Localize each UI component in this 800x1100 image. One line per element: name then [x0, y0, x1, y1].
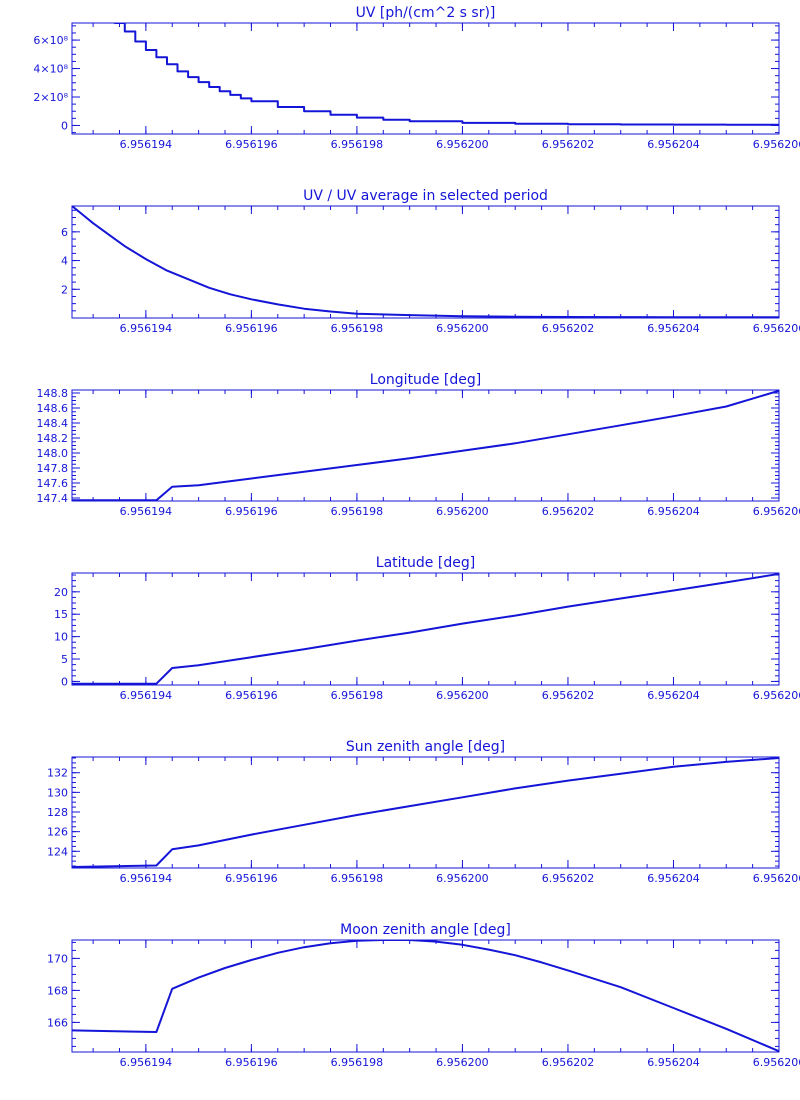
x-tick-label: 6.956200	[436, 322, 489, 335]
y-tick-label: 2×10⁸	[33, 91, 68, 104]
y-tick-label: 132	[47, 767, 68, 780]
x-tick-label: 6.956200	[436, 872, 489, 885]
y-tick-label: 20	[54, 586, 68, 599]
x-tick-label: 6.956200	[436, 505, 489, 518]
y-tick-label: 148.4	[37, 417, 69, 430]
chart-title: UV / UV average in selected period	[303, 188, 548, 204]
plot-frame	[71, 22, 780, 135]
y-tick-label: 5	[61, 653, 68, 666]
y-tick-label: 124	[47, 845, 68, 858]
x-tick-label: 6.956194	[120, 505, 173, 518]
series-line	[72, 757, 779, 868]
y-tick-label: 4	[61, 255, 68, 268]
x-tick-label: 6.956194	[120, 138, 173, 151]
x-tick-label: 6.956206	[753, 872, 800, 885]
y-tick-label: 147.6	[37, 477, 69, 490]
y-tick-label: 168	[47, 984, 68, 997]
y-tick-label: 166	[47, 1016, 68, 1029]
x-tick-label: 6.956206	[753, 322, 800, 335]
y-tick-label: 126	[47, 826, 68, 839]
x-tick-label: 6.956206	[753, 1056, 800, 1069]
chart-panel-6: Moon zenith angle [deg] 6.956194 6.956196 6…	[47, 922, 800, 1069]
x-tick-label: 6.956196	[225, 322, 278, 335]
y-tick-label: 128	[47, 806, 68, 819]
x-tick-label: 6.956206	[753, 689, 800, 702]
y-tick-label: 147.8	[37, 462, 69, 475]
chart-title: UV [ph/(cm^2 s sr)]	[356, 5, 496, 21]
chart-panel-4: Latitude [deg] 6.956194 6.956196 6.956198 6.…	[54, 555, 800, 702]
y-tick-label: 148.8	[37, 387, 69, 400]
y-tick-label: 148.6	[37, 402, 69, 415]
x-tick-label: 6.956200	[436, 138, 489, 151]
y-tick-label: 6×10⁸	[33, 34, 68, 47]
chart-panel-3: Longitude [deg] 6.956194 6.956196 6.956198 6…	[37, 372, 800, 518]
x-tick-label: 6.956198	[331, 138, 384, 151]
chart-panel-2: UV / UV average in selected period 6.9561…	[61, 188, 800, 335]
x-tick-label: 6.956204	[647, 505, 700, 518]
y-tick-label: 6	[61, 226, 68, 239]
x-tick-label: 6.956202	[542, 872, 595, 885]
x-tick-label: 6.956194	[120, 689, 173, 702]
chart-title: Moon zenith angle [deg]	[340, 922, 511, 938]
x-tick-label: 6.956196	[225, 872, 278, 885]
x-tick-label: 6.956204	[647, 689, 700, 702]
x-tick-label: 6.956202	[542, 689, 595, 702]
plot-frame	[71, 572, 780, 686]
x-tick-label: 6.956196	[225, 689, 278, 702]
x-tick-label: 6.956198	[331, 689, 384, 702]
y-tick-label: 148.0	[37, 447, 69, 460]
series-line	[114, 23, 779, 126]
x-tick-label: 6.956206	[753, 138, 800, 151]
series-line	[72, 573, 779, 685]
x-tick-label: 6.956198	[331, 505, 384, 518]
chart-title: Longitude [deg]	[370, 372, 481, 388]
x-tick-label: 6.956194	[120, 1056, 173, 1069]
x-tick-label: 6.956198	[331, 1056, 384, 1069]
series-line	[72, 206, 779, 318]
x-tick-label: 6.956200	[436, 689, 489, 702]
chart-panel-5: Sun zenith angle [deg] 6.956194 6.956196 6.…	[47, 739, 800, 885]
x-tick-label: 6.956204	[647, 1056, 700, 1069]
chart-title: Sun zenith angle [deg]	[346, 739, 505, 755]
x-tick-label: 6.956206	[753, 505, 800, 518]
x-tick-label: 6.956202	[542, 322, 595, 335]
y-tick-label: 10	[54, 631, 68, 644]
x-tick-label: 6.956198	[331, 872, 384, 885]
chart-title: Latitude [deg]	[376, 555, 475, 571]
x-tick-label: 6.956202	[542, 1056, 595, 1069]
x-tick-label: 6.956204	[647, 322, 700, 335]
y-tick-label: 148.2	[37, 432, 69, 445]
y-tick-label: 0	[61, 675, 68, 688]
x-tick-label: 6.956202	[542, 138, 595, 151]
y-tick-label: 170	[47, 952, 68, 965]
x-tick-label: 6.956194	[120, 322, 173, 335]
x-tick-label: 6.956200	[436, 1056, 489, 1069]
y-tick-label: 15	[54, 608, 68, 621]
x-tick-label: 6.956194	[120, 872, 173, 885]
y-tick-label: 2	[61, 283, 68, 296]
series-line	[72, 940, 779, 1052]
chart-panel-1: UV [ph/(cm^2 s sr)] 6.956194 6.956196 6.956…	[33, 5, 800, 151]
plot-frame	[71, 756, 780, 869]
y-tick-label: 147.4	[37, 492, 69, 505]
x-tick-label: 6.956196	[225, 1056, 278, 1069]
x-tick-label: 6.956198	[331, 322, 384, 335]
plot-frame	[71, 205, 780, 319]
x-tick-label: 6.956204	[647, 138, 700, 151]
y-tick-label: 0	[61, 119, 68, 132]
plot-frame	[71, 939, 780, 1053]
x-tick-label: 6.956196	[225, 505, 278, 518]
y-tick-label: 4×10⁸	[33, 63, 68, 76]
series-line	[72, 390, 779, 501]
x-tick-label: 6.956196	[225, 138, 278, 151]
y-tick-label: 130	[47, 786, 68, 799]
x-tick-label: 6.956202	[542, 505, 595, 518]
plot-frame	[71, 389, 780, 502]
x-tick-label: 6.956204	[647, 872, 700, 885]
